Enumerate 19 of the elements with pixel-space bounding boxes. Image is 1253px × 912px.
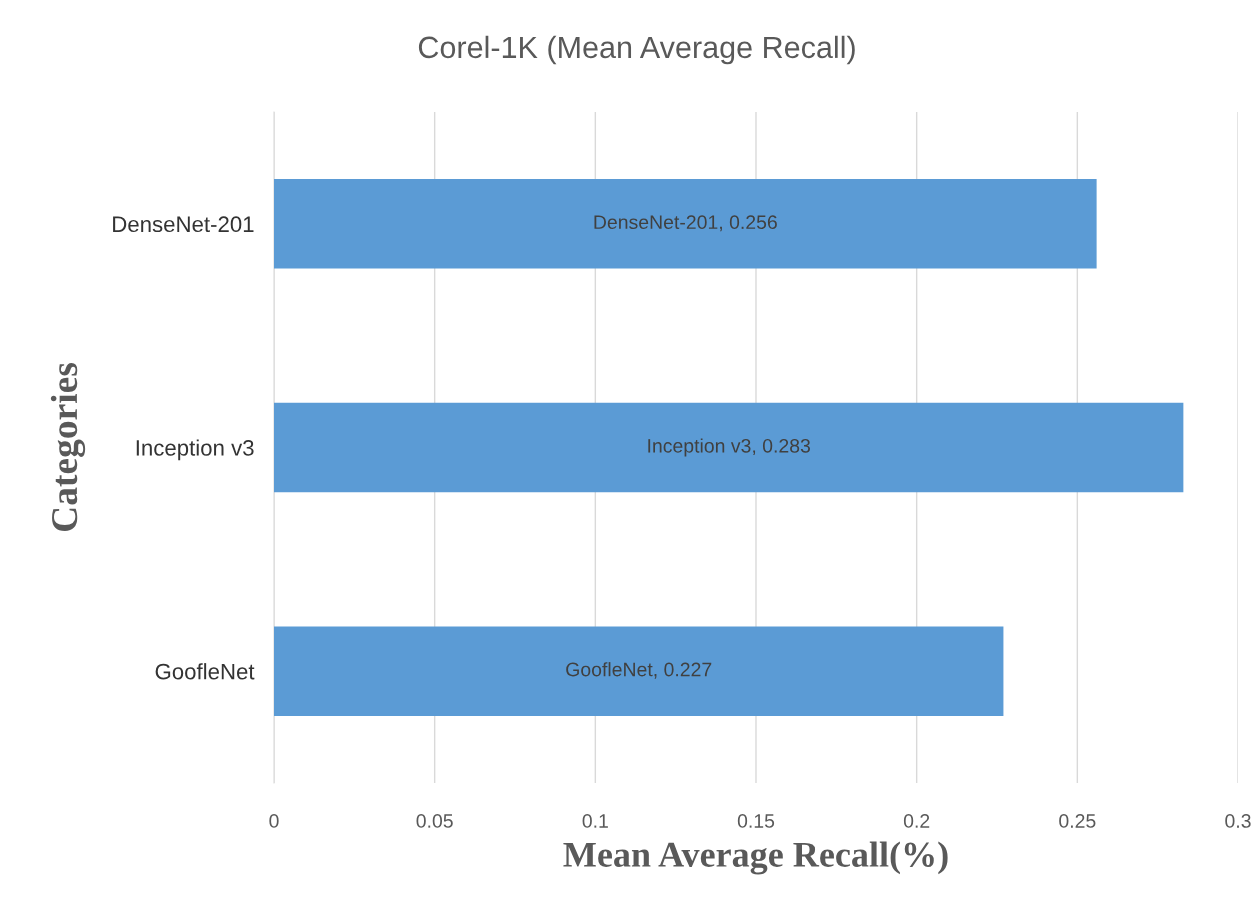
x-tick-label: 0.2 [903,814,930,828]
bar [274,626,1004,716]
data-label: GoofleNet, 0.227 [566,662,712,679]
x-tick-label: 0 [269,814,279,828]
y-tick-label: DenseNet-201 [113,216,254,233]
bar [274,179,1097,269]
x-tick-label: 0.1 [582,814,608,828]
chart-title: Corel-1K (Mean Average Recall) [418,35,855,65]
y-tick-label: GoofleNet [155,663,255,680]
x-tick-label: 0.25 [1059,814,1096,828]
data-label: Inception v3, 0.283 [648,438,810,457]
y-axis-title: Categories [50,363,86,532]
x-tick-label: 0.3 [1225,814,1251,828]
y-tick-label: Inception v3 [136,439,254,461]
x-tick-label: 0.05 [416,814,453,828]
data-label: DenseNet-201, 0.256 [594,215,777,232]
x-axis-title: Mean Average Recall(%) [563,841,948,875]
bar [274,402,1184,493]
x-tick-label: 0.15 [737,814,775,828]
